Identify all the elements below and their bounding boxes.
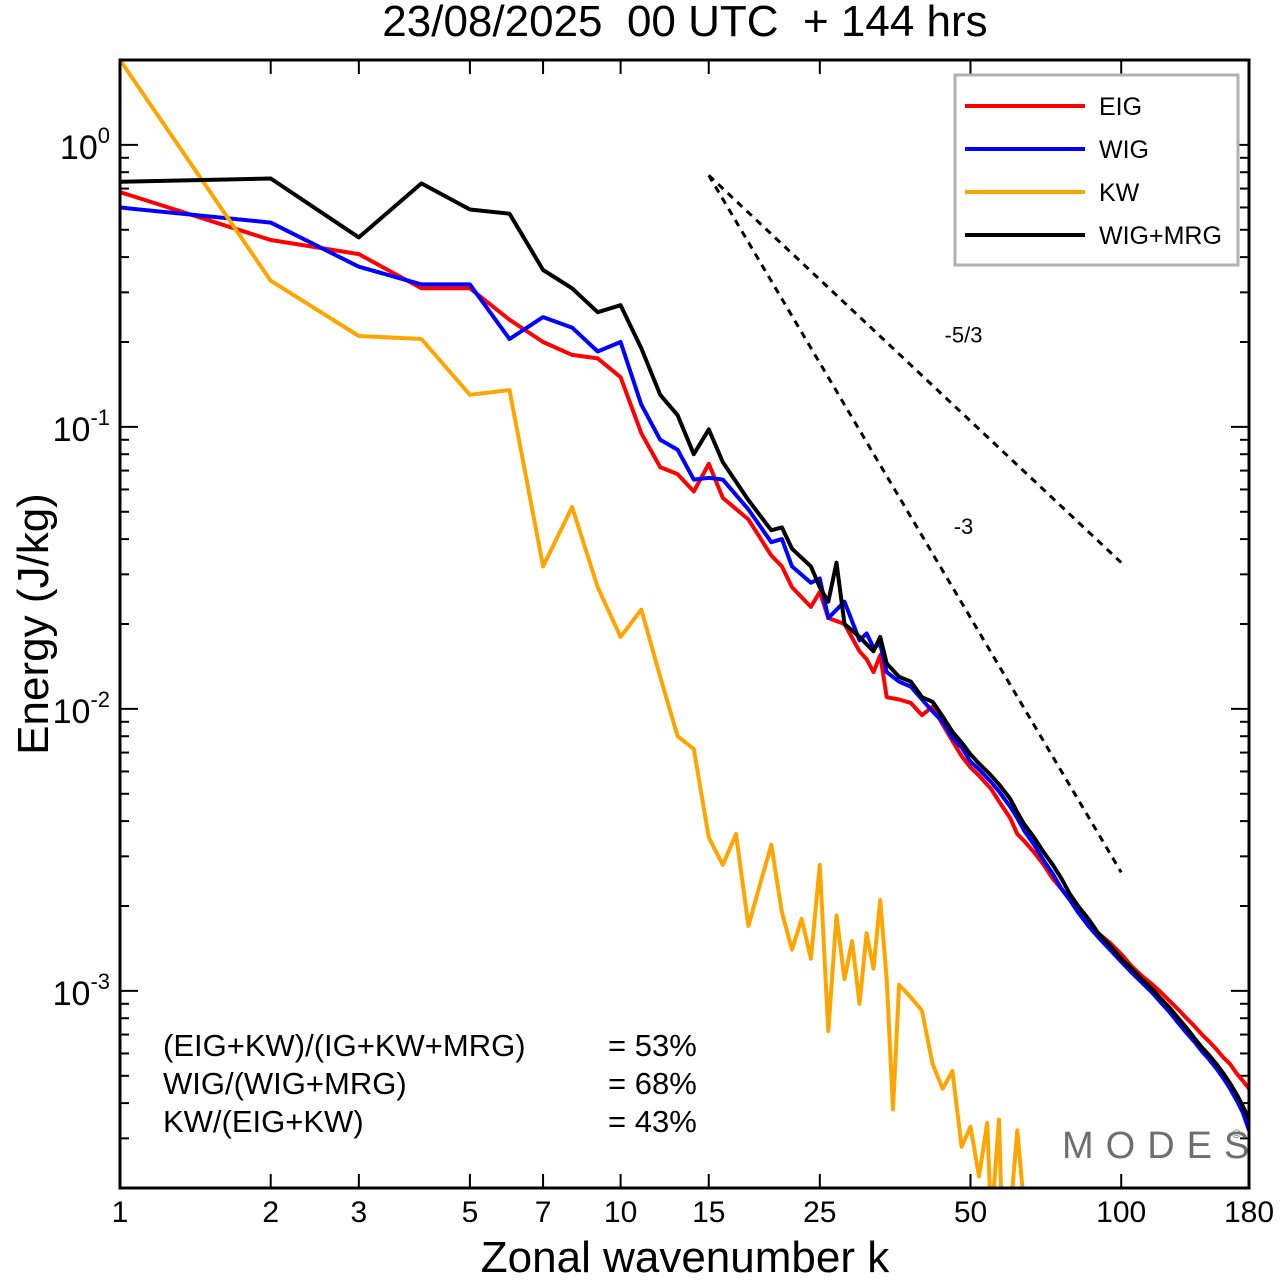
modes-watermark: MODES (1062, 1125, 1261, 1167)
legend-label: EIG (1099, 93, 1142, 121)
ratio-value: = 43% (608, 1104, 697, 1139)
x-tick-label: 3 (351, 1196, 368, 1229)
x-tick-label: 1 (112, 1196, 129, 1229)
series-line-wig-mrg (120, 176, 1249, 1121)
watermark-copyright-mark: © (1232, 1127, 1241, 1141)
x-tick-label: 10 (604, 1196, 637, 1229)
legend-label: WIG (1099, 136, 1149, 164)
x-tick-labels: 1 2 3 5 7 10 15 25 50 100 180 (112, 1196, 1274, 1229)
x-tick-label: 50 (954, 1196, 987, 1229)
slope-label: -5/3 (945, 323, 983, 348)
series-line-eig (120, 190, 1249, 1090)
x-tick-label: 7 (535, 1196, 552, 1229)
y-tick-label: 10-3 (53, 969, 110, 1013)
series-layer (120, 60, 1249, 1188)
slope-line-5-3 (707, 174, 1123, 564)
slope-label: -3 (954, 514, 974, 539)
series-line-kw (120, 60, 1025, 1188)
ratio-label: (EIG+KW)/(IG+KW+MRG) (163, 1028, 526, 1063)
y-tick-labels: 100 10-1 10-2 10-3 (53, 123, 110, 1013)
ratio-value: = 53% (608, 1028, 697, 1063)
x-tick-label: 180 (1224, 1196, 1274, 1229)
legend-label: WIG+MRG (1099, 222, 1222, 250)
y-tick-label: 10-1 (53, 405, 110, 449)
legend: EIG WIG KW WIG+MRG (953, 73, 1240, 267)
slope-line-3 (707, 174, 1123, 874)
x-tick-label: 2 (262, 1196, 279, 1229)
series-line-wig (120, 205, 1249, 1132)
ratio-value: = 68% (608, 1066, 697, 1101)
x-axis-label: Zonal wavenumber k (481, 1233, 890, 1281)
ratio-label: WIG/(WIG+MRG) (163, 1066, 407, 1101)
ratio-annotations: (EIG+KW)/(IG+KW+MRG) = 53% WIG/(WIG+MRG) = … (163, 1028, 697, 1139)
x-tick-label: 100 (1096, 1196, 1146, 1229)
x-tick-label: 5 (462, 1196, 479, 1229)
x-tick-label: 15 (692, 1196, 725, 1229)
ratio-label: KW/(EIG+KW) (163, 1104, 364, 1139)
y-tick-label: 100 (60, 123, 110, 167)
x-tick-label: 25 (803, 1196, 836, 1229)
y-tick-label: 10-2 (53, 687, 110, 731)
y-axis-label: Energy (J/kg) (9, 493, 58, 755)
plot-frame (118, 58, 1251, 1190)
reference-lines: -5/3 -3 (707, 174, 1123, 874)
legend-label: KW (1099, 179, 1140, 207)
chart-title: 23/08/2025 00 UTC + 144 hrs (382, 0, 987, 46)
